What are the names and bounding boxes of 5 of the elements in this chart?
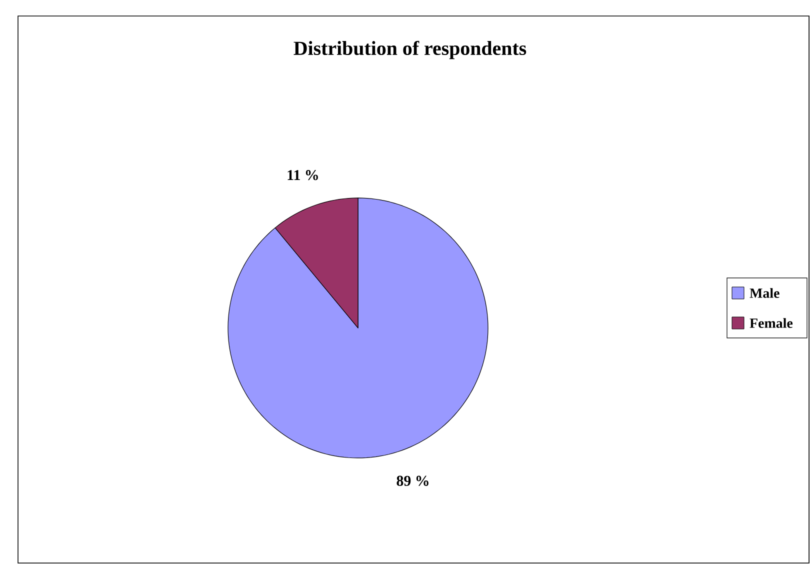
legend-label: Male	[750, 288, 780, 298]
data-label: 11 %	[288, 170, 318, 180]
chart-title: Distribution of respondents	[294, 40, 526, 60]
legend-label: Female	[750, 318, 793, 328]
data-label: 89 %	[396, 476, 428, 486]
